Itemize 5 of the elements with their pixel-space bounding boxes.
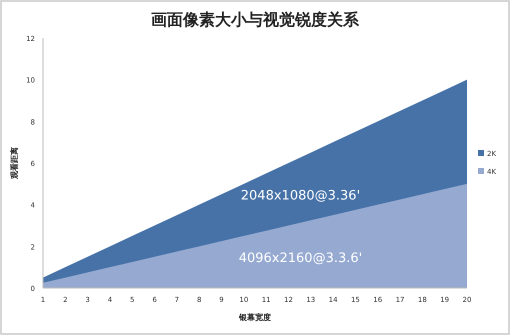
x-axis-title: 银幕宽度 bbox=[238, 312, 271, 322]
chart-title: 画面像素大小与视觉锐度关系 bbox=[151, 10, 360, 29]
annotation: 2048x1080@3.36' bbox=[240, 188, 360, 204]
y-axis-title: 观看距离 bbox=[9, 147, 19, 180]
annotation: 4096x2160@3.3.6' bbox=[238, 250, 362, 266]
